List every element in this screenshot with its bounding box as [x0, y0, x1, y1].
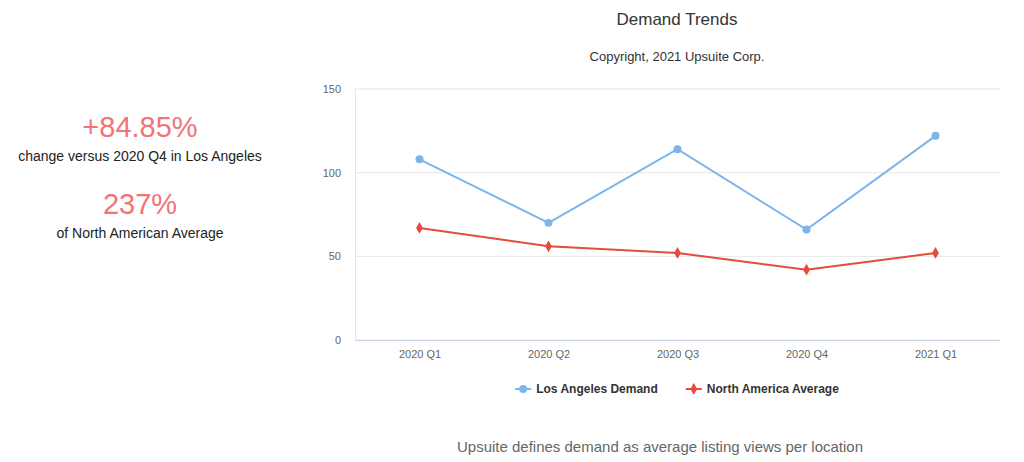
legend-marker	[519, 385, 527, 393]
annotation-text: change versus 2020 Q4 in Los Angeles	[18, 148, 262, 164]
y-tick: 100	[323, 167, 355, 179]
series-marker	[932, 132, 940, 140]
x-tick: 2020 Q4	[786, 340, 828, 360]
y-tick: 50	[329, 250, 355, 262]
subtitle: Copyright, 2021 Upsuite Corp.	[590, 49, 765, 64]
grid-line	[355, 340, 1000, 341]
series-marker	[545, 240, 552, 252]
grid-line	[355, 172, 1000, 173]
series-marker	[545, 219, 553, 227]
x-axis: 2020 Q1 2020 Q2 2020 Q3 2020 Q4 2021 Q1	[356, 340, 1001, 360]
series-marker	[416, 155, 424, 163]
y-tick-label: 150	[323, 83, 341, 95]
chart: Demand Trends Copyright, 2021 Upsuite Cor…	[0, 0, 1024, 462]
y-tick: 150	[323, 83, 355, 95]
legend-label: Los Angeles Demand	[536, 382, 658, 396]
footnote: Upsuite defines demand as average listin…	[457, 438, 863, 455]
y-tick: 0	[335, 334, 355, 346]
x-tick: 2020 Q2	[528, 340, 570, 360]
legend-item: North America Average	[686, 382, 839, 396]
legend-item: Los Angeles Demand	[515, 382, 658, 396]
x-tick-label: 2020 Q3	[657, 348, 699, 360]
x-tick-label: 2020 Q4	[786, 348, 828, 360]
plot-area	[416, 132, 940, 276]
x-axis-line	[356, 340, 1001, 341]
legend-marker	[690, 383, 697, 395]
x-tick: 2021 Q1	[915, 340, 957, 360]
y-tick-label: 0	[335, 334, 341, 346]
series-line	[420, 136, 936, 230]
title: Demand Trends	[617, 10, 738, 29]
x-tick-label: 2020 Q2	[528, 348, 570, 360]
x-tick-label: 2020 Q1	[399, 348, 441, 360]
series-line	[420, 228, 936, 270]
y-axis-line	[355, 90, 356, 341]
annotation-text: of North American Average	[56, 225, 223, 241]
grid	[355, 89, 1000, 340]
y-tick-label: 100	[323, 167, 341, 179]
legend: Los Angeles Demand North America Average	[515, 382, 839, 396]
series-marker	[932, 247, 939, 259]
series-marker	[803, 226, 811, 234]
x-tick: 2020 Q1	[399, 340, 441, 360]
series-marker	[416, 222, 423, 234]
y-tick-label: 50	[329, 250, 341, 262]
legend-label: North America Average	[707, 382, 839, 396]
annotation-headline: 237%	[103, 188, 177, 220]
series-marker	[674, 247, 681, 259]
series-marker	[803, 264, 810, 276]
series-marker	[674, 145, 682, 153]
x-tick: 2020 Q3	[657, 340, 699, 360]
annotation-headline: +84.85%	[82, 111, 197, 143]
x-tick-label: 2021 Q1	[915, 348, 957, 360]
y-axis: 0 50 100 150	[323, 83, 356, 346]
grid-line	[355, 89, 1000, 90]
